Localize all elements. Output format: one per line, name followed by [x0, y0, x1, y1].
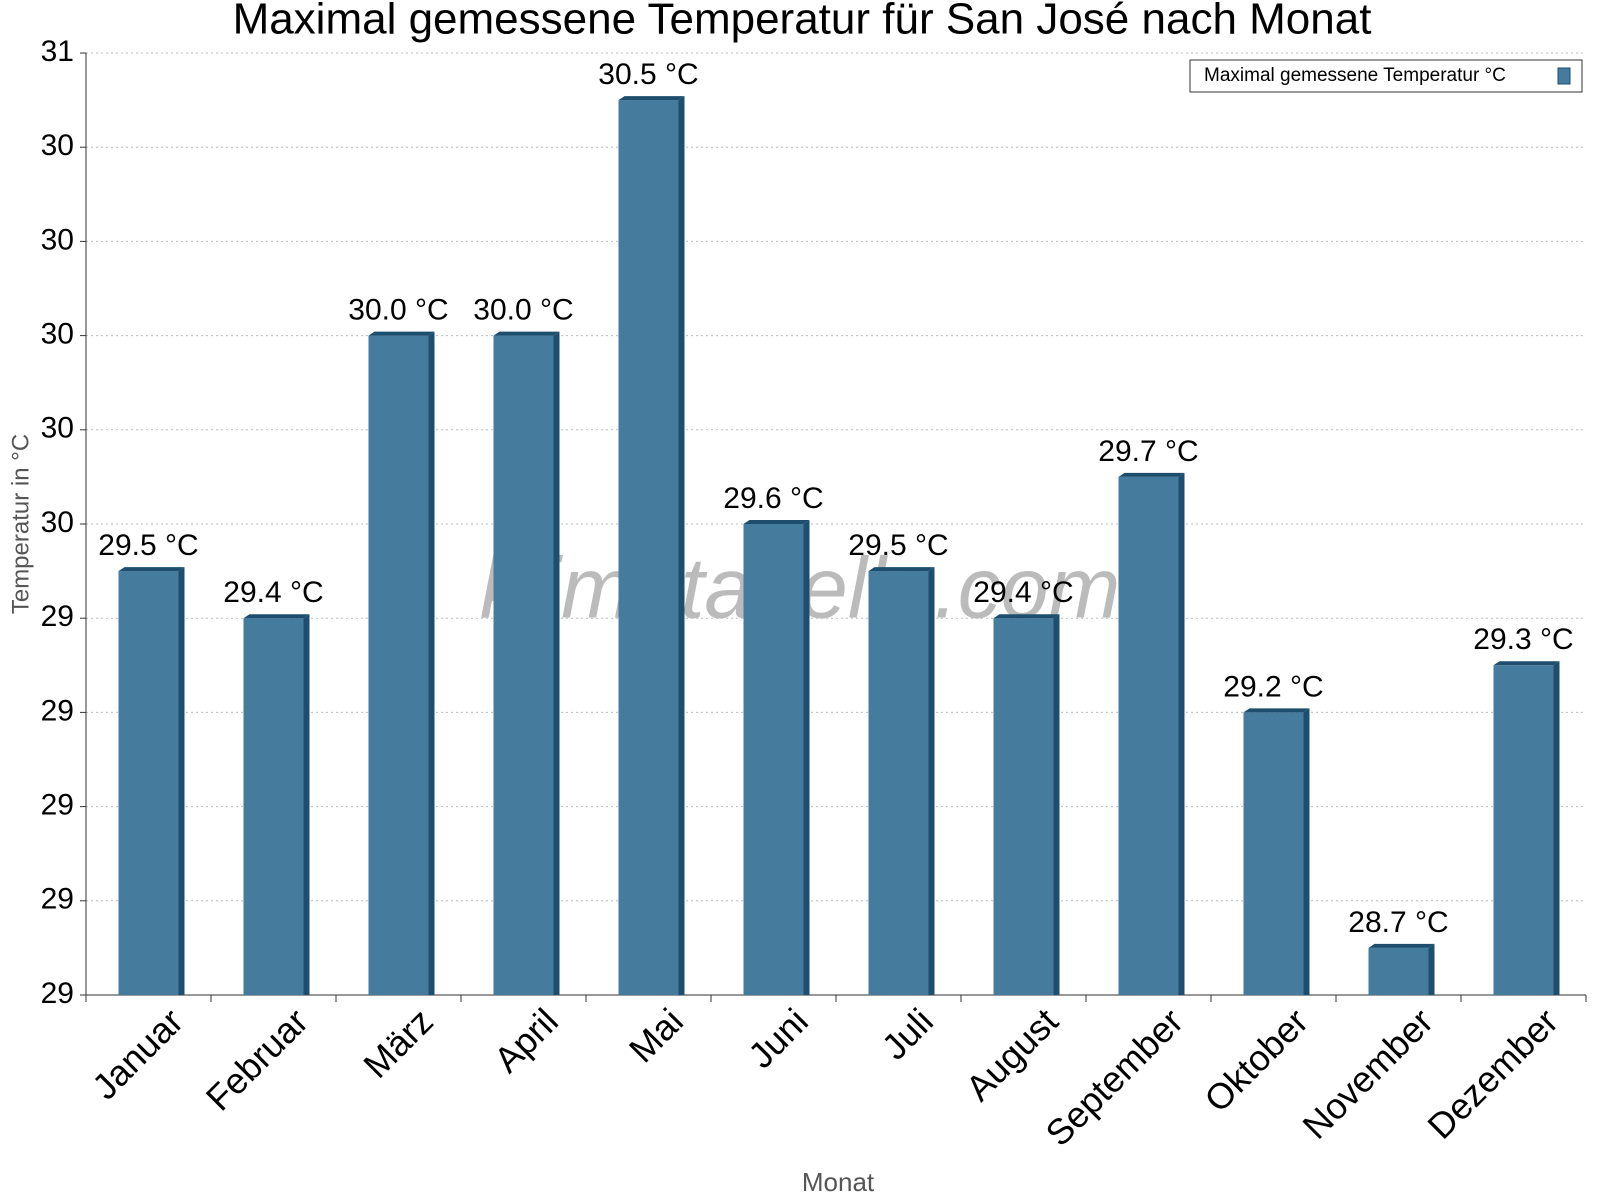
- legend-label: Maximal gemessene Temperatur °C: [1204, 65, 1506, 86]
- value-label: 29.6 °C: [723, 482, 823, 515]
- legend-swatch: [1557, 67, 1571, 85]
- y-tick-label: 29: [41, 883, 74, 916]
- bar-side: [178, 567, 185, 995]
- x-axis-label: Monat: [802, 1167, 875, 1197]
- bar: [243, 618, 304, 995]
- bar: [1493, 665, 1554, 995]
- bar-top: [743, 520, 810, 524]
- y-tick-label: 30: [41, 223, 74, 256]
- x-tick-label: September: [1037, 1000, 1191, 1154]
- value-label: 29.4 °C: [223, 576, 323, 609]
- bar: [1243, 712, 1304, 995]
- bar-top: [243, 614, 310, 619]
- value-label: 30.0 °C: [348, 294, 448, 327]
- bar-top: [493, 331, 560, 336]
- legend-box: [1189, 59, 1583, 93]
- value-label: 29.5 °C: [98, 529, 198, 562]
- y-tick-label: 31: [41, 35, 74, 68]
- value-label: 30.5 °C: [598, 58, 698, 91]
- y-tick-label: 30: [41, 318, 74, 351]
- bar-side: [1053, 614, 1060, 995]
- bar-top: [118, 567, 185, 572]
- x-tick-label: Januar: [84, 1000, 191, 1107]
- x-tick-label: November: [1294, 1000, 1440, 1146]
- bar-side: [303, 614, 310, 995]
- x-tick-label: August: [958, 1000, 1066, 1108]
- bar-top: [618, 96, 685, 101]
- bar: [743, 524, 804, 995]
- y-tick-label: 29: [41, 977, 74, 1010]
- value-label: 29.7 °C: [1098, 435, 1198, 468]
- bar-side: [1178, 472, 1185, 995]
- bar: [618, 100, 679, 996]
- bar-side: [1428, 943, 1435, 995]
- bar-top: [993, 614, 1060, 619]
- bar-side: [1303, 708, 1310, 995]
- y-tick-label: 30: [41, 412, 74, 445]
- value-label: 29.2 °C: [1223, 670, 1323, 703]
- x-tick-label: Dezember: [1419, 1000, 1565, 1146]
- bar: [118, 571, 179, 995]
- bar: [368, 335, 429, 996]
- bar: [868, 571, 929, 995]
- x-tick-label: Juni: [740, 1000, 816, 1076]
- y-tick-label: 30: [41, 506, 74, 539]
- bar-side: [1553, 661, 1560, 995]
- bar-side: [803, 520, 810, 995]
- bar-side: [428, 331, 435, 996]
- bar: [993, 618, 1054, 995]
- x-tick-label: Mai: [621, 1000, 691, 1070]
- chart-title: Maximal gemessene Temperatur für San Jos…: [233, 0, 1372, 44]
- value-label: 28.7 °C: [1348, 906, 1448, 939]
- value-label: 29.4 °C: [973, 576, 1073, 609]
- bar-top: [1493, 661, 1560, 666]
- bar-top: [1118, 472, 1185, 477]
- bar-top: [868, 567, 935, 572]
- bar-top: [1243, 708, 1310, 713]
- y-tick-label: 29: [41, 789, 74, 822]
- bar: [493, 335, 554, 996]
- y-tick-label: 29: [41, 694, 74, 727]
- bar: [1368, 947, 1429, 995]
- x-tick-label: März: [355, 1000, 441, 1086]
- bar-side: [928, 567, 935, 995]
- bar-side: [553, 331, 560, 996]
- y-axis-label: Temperatur in °C: [7, 434, 34, 614]
- bar-top: [1368, 943, 1435, 948]
- x-tick-label: Juli: [874, 1000, 941, 1067]
- value-label: 29.5 °C: [848, 529, 948, 562]
- y-tick-label: 30: [41, 129, 74, 162]
- x-tick-label: April: [486, 1000, 566, 1080]
- value-label: 30.0 °C: [473, 294, 573, 327]
- bar-side: [678, 96, 685, 996]
- x-tick-label: Oktober: [1196, 1000, 1316, 1120]
- value-label: 29.3 °C: [1473, 623, 1573, 656]
- y-tick-label: 29: [41, 600, 74, 633]
- x-tick-label: Februar: [198, 1000, 316, 1118]
- bar-top: [368, 331, 435, 336]
- bar: [1118, 476, 1179, 995]
